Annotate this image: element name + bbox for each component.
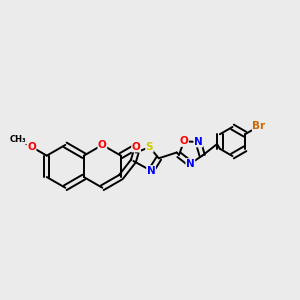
Text: O: O xyxy=(132,142,140,152)
Text: N: N xyxy=(194,137,203,147)
Text: CH₃: CH₃ xyxy=(10,135,26,144)
Text: N: N xyxy=(186,159,195,169)
Text: Br: Br xyxy=(252,121,266,131)
Text: O: O xyxy=(98,140,107,150)
Text: O: O xyxy=(180,136,188,146)
Text: O: O xyxy=(27,142,36,152)
Text: N: N xyxy=(147,166,155,176)
Text: S: S xyxy=(146,142,153,152)
